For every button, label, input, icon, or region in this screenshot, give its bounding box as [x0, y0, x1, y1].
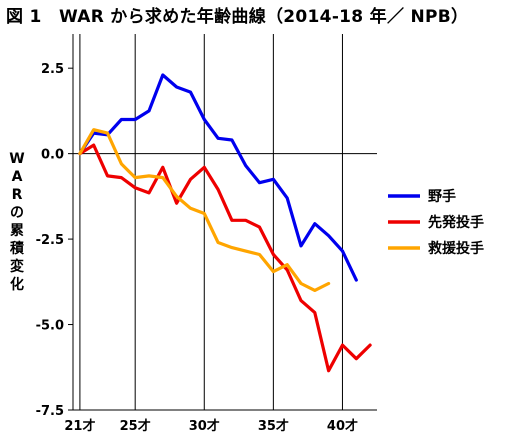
x-tick-labels: 21才 25才 30才 35才 40才 [64, 418, 358, 434]
chart-title: 図 1 WAR から求めた年齢曲線（2014-18 年／ NPB） [6, 7, 469, 27]
y-axis-label-char: A [11, 169, 23, 185]
y-axis-label-char: 変 [10, 259, 24, 275]
x-tick-label: 25才 [120, 418, 151, 434]
y-axis-label-char: 累 [10, 223, 24, 239]
legend-label: 野手 [428, 188, 456, 205]
x-tick-label: 40才 [327, 418, 358, 434]
gridlines [79, 34, 343, 410]
y-tick-label: 0.0 [41, 148, 64, 163]
x-tick-label: 30才 [189, 418, 220, 434]
x-tick-label: 35才 [258, 418, 289, 434]
y-axis-label-char: R [11, 187, 23, 203]
y-axis-label-char: 積 [10, 241, 24, 257]
y-tick-label: -2.5 [36, 233, 64, 248]
y-axis-label-char: W [9, 151, 25, 167]
y-tick-label: 2.5 [41, 62, 64, 77]
axes [68, 34, 377, 411]
y-tick-labels: 2.5 0.0 -2.5 -5.0 -7.5 [36, 62, 64, 419]
legend-label: 救援投手 [428, 240, 484, 257]
y-axis-label-char: 化 [10, 277, 24, 293]
y-tick-label: -5.0 [36, 319, 64, 334]
series-line-野手 [78, 73, 358, 282]
y-tick-label: -7.5 [36, 404, 64, 419]
series-lines [78, 73, 372, 373]
series-line-救援投手 [78, 128, 331, 292]
series-line-先発投手 [78, 143, 372, 373]
y-axis-label-char: の [10, 205, 24, 221]
x-tick-label: 21才 [64, 418, 95, 434]
legend-label: 先発投手 [428, 214, 484, 231]
